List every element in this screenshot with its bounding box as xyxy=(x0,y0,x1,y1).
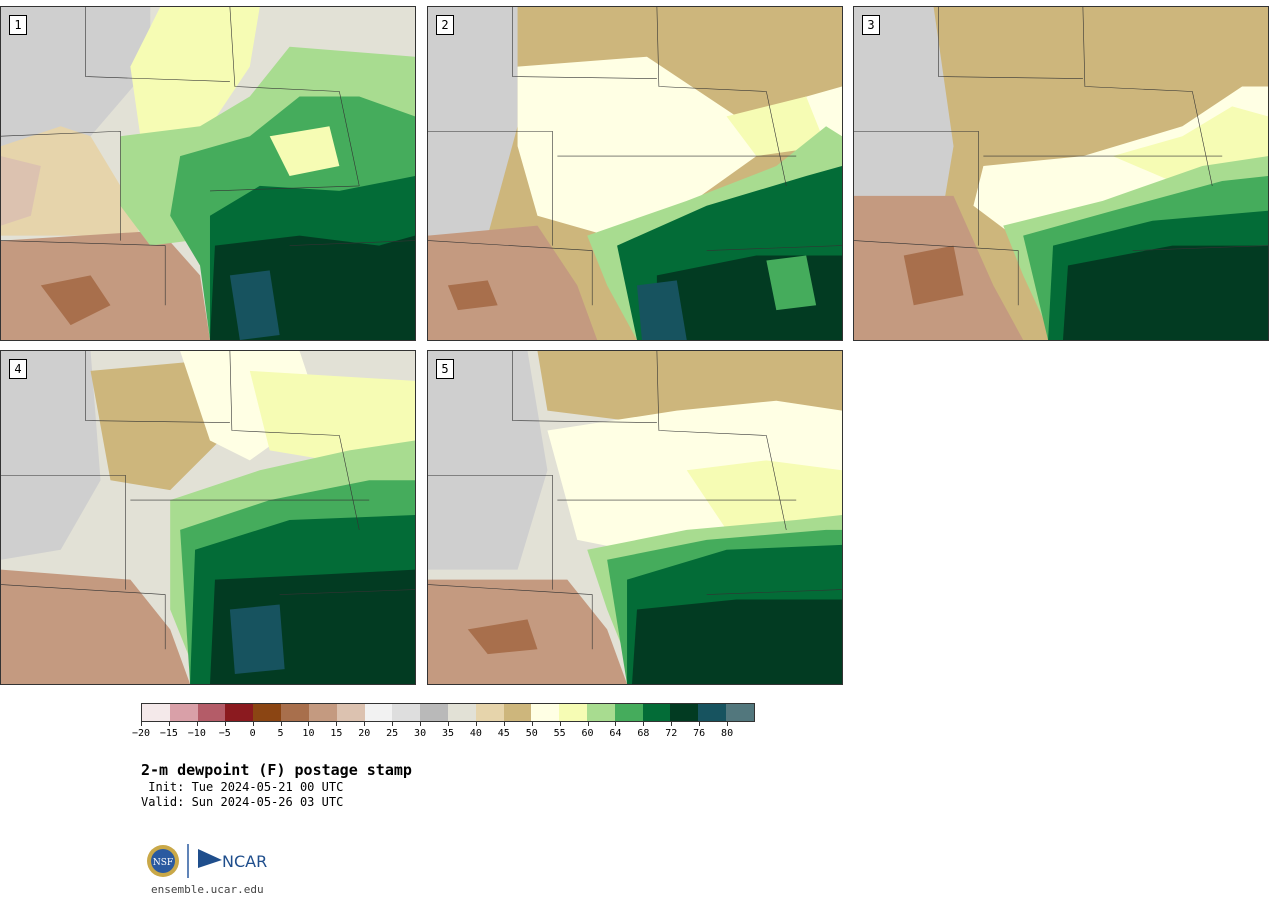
colorbar-tick-label: 15 xyxy=(330,728,343,739)
colorbar-tick-label: −15 xyxy=(159,728,178,739)
colorbar-tick-label: 55 xyxy=(553,728,566,739)
init-time: Init: Tue 2024-05-21 00 UTC xyxy=(141,780,344,794)
nsf-ncar-logo: NSF NCAR xyxy=(147,844,267,878)
colorbar-tick xyxy=(336,722,338,726)
map-panel-2: 2 xyxy=(427,6,843,341)
colorbar-swatch xyxy=(559,704,587,721)
colorbar-tick xyxy=(448,722,449,726)
valid-time: Valid: Sun 2024-05-26 03 UTC xyxy=(141,795,344,809)
colorbar-swatch xyxy=(531,704,560,721)
colorbar-swatch xyxy=(336,704,365,721)
colorbar-tick xyxy=(141,722,142,726)
colorbar-tick xyxy=(615,722,617,726)
colorbar-tick xyxy=(475,722,477,726)
colorbar-tick-label: 80 xyxy=(721,728,734,739)
colorbar xyxy=(141,703,755,722)
colorbar-tick xyxy=(364,722,366,726)
colorbar-ticks: −20 −15 −10 −5 0 5 10 15 20 25 30 35 40 45 50 55 60 64 68 7… xyxy=(132,722,755,742)
dewpoint-map xyxy=(428,351,842,684)
colorbar-tick xyxy=(587,722,589,726)
map-panel-5: 5 xyxy=(427,350,843,685)
colorbar-tick-label: 35 xyxy=(441,728,455,739)
site-url: ensemble.ucar.edu xyxy=(151,883,264,896)
colorbar-swatch xyxy=(475,704,504,721)
colorbar-tick xyxy=(559,722,561,726)
colorbar-tick xyxy=(392,722,394,726)
dewpoint-map xyxy=(1,351,415,684)
colorbar-tick xyxy=(699,722,701,726)
colorbar-swatch xyxy=(169,704,198,721)
panel-label: 1 xyxy=(9,15,27,35)
colorbar-swatch xyxy=(308,704,337,721)
colorbar-tick-label: 60 xyxy=(581,728,594,739)
colorbar-tick-label: −5 xyxy=(218,728,231,739)
colorbar-swatch xyxy=(503,704,532,721)
map-panel-3: 3 xyxy=(853,6,1269,341)
colorbar-swatch xyxy=(614,704,643,721)
colorbar-tick xyxy=(224,722,226,726)
ncar-logo-icon xyxy=(198,849,222,868)
colorbar-tick xyxy=(196,722,198,726)
colorbar-tick xyxy=(671,722,673,726)
colorbar-swatch xyxy=(253,704,282,721)
colorbar-tick xyxy=(420,722,422,726)
colorbar-tick-label: 72 xyxy=(665,728,678,739)
colorbar-tick-label: 40 xyxy=(469,728,482,739)
panel-label: 3 xyxy=(862,15,880,35)
colorbar-tick xyxy=(308,722,310,726)
colorbar-swatch xyxy=(392,704,421,721)
colorbar-swatch xyxy=(447,704,476,721)
colorbar-tick xyxy=(531,722,533,726)
colorbar-swatch xyxy=(281,704,309,721)
colorbar-tick-label: 64 xyxy=(609,728,622,739)
colorbar-tick xyxy=(503,722,505,726)
colorbar-tick-label: 30 xyxy=(414,728,427,739)
colorbar-swatch xyxy=(364,704,393,721)
panel-label: 5 xyxy=(436,359,454,379)
colorbar-tick-label: 5 xyxy=(277,728,284,739)
colorbar-tick-label: 25 xyxy=(386,728,399,739)
colorbar-tick xyxy=(727,722,729,726)
ncar-logo-text: NCAR xyxy=(222,852,267,871)
panel-label: 4 xyxy=(9,359,27,379)
chart-title: 2-m dewpoint (F) postage stamp xyxy=(141,761,412,779)
panel-label: 2 xyxy=(436,15,454,35)
nsf-logo-text: NSF xyxy=(153,858,173,868)
colorbar-swatch xyxy=(587,704,615,721)
colorbar-tick-label: −20 xyxy=(131,728,151,739)
colorbar-tick-label: 76 xyxy=(693,728,706,739)
colorbar-tick-label: 10 xyxy=(302,728,315,739)
colorbar-tick-label: 50 xyxy=(525,728,538,739)
dewpoint-map xyxy=(854,7,1268,340)
colorbar-swatch xyxy=(698,704,727,721)
colorbar-swatch xyxy=(420,704,448,721)
colorbar-swatch xyxy=(142,704,170,721)
colorbar-tick xyxy=(168,722,170,726)
colorbar-swatch xyxy=(670,704,699,721)
colorbar-swatch xyxy=(225,704,254,721)
colorbar-tick-label: −10 xyxy=(187,728,206,739)
colorbar-swatch xyxy=(197,704,226,721)
colorbar-swatch xyxy=(642,704,671,721)
colorbar-tick-label: 45 xyxy=(497,728,510,739)
colorbar-tick xyxy=(280,722,282,726)
map-panel-4: 4 xyxy=(0,350,416,685)
logo-area: NSF NCAR xyxy=(144,842,284,882)
colorbar-tick-label: 0 xyxy=(249,728,256,739)
colorbar-swatch xyxy=(726,704,754,721)
colorbar-tick xyxy=(252,722,254,726)
dewpoint-map xyxy=(428,7,842,340)
dewpoint-map xyxy=(1,7,415,340)
colorbar-tick xyxy=(643,722,645,726)
map-panel-1: 1 xyxy=(0,6,416,341)
colorbar-tick-label: 20 xyxy=(358,728,371,739)
colorbar-tick-label: 68 xyxy=(637,728,650,739)
